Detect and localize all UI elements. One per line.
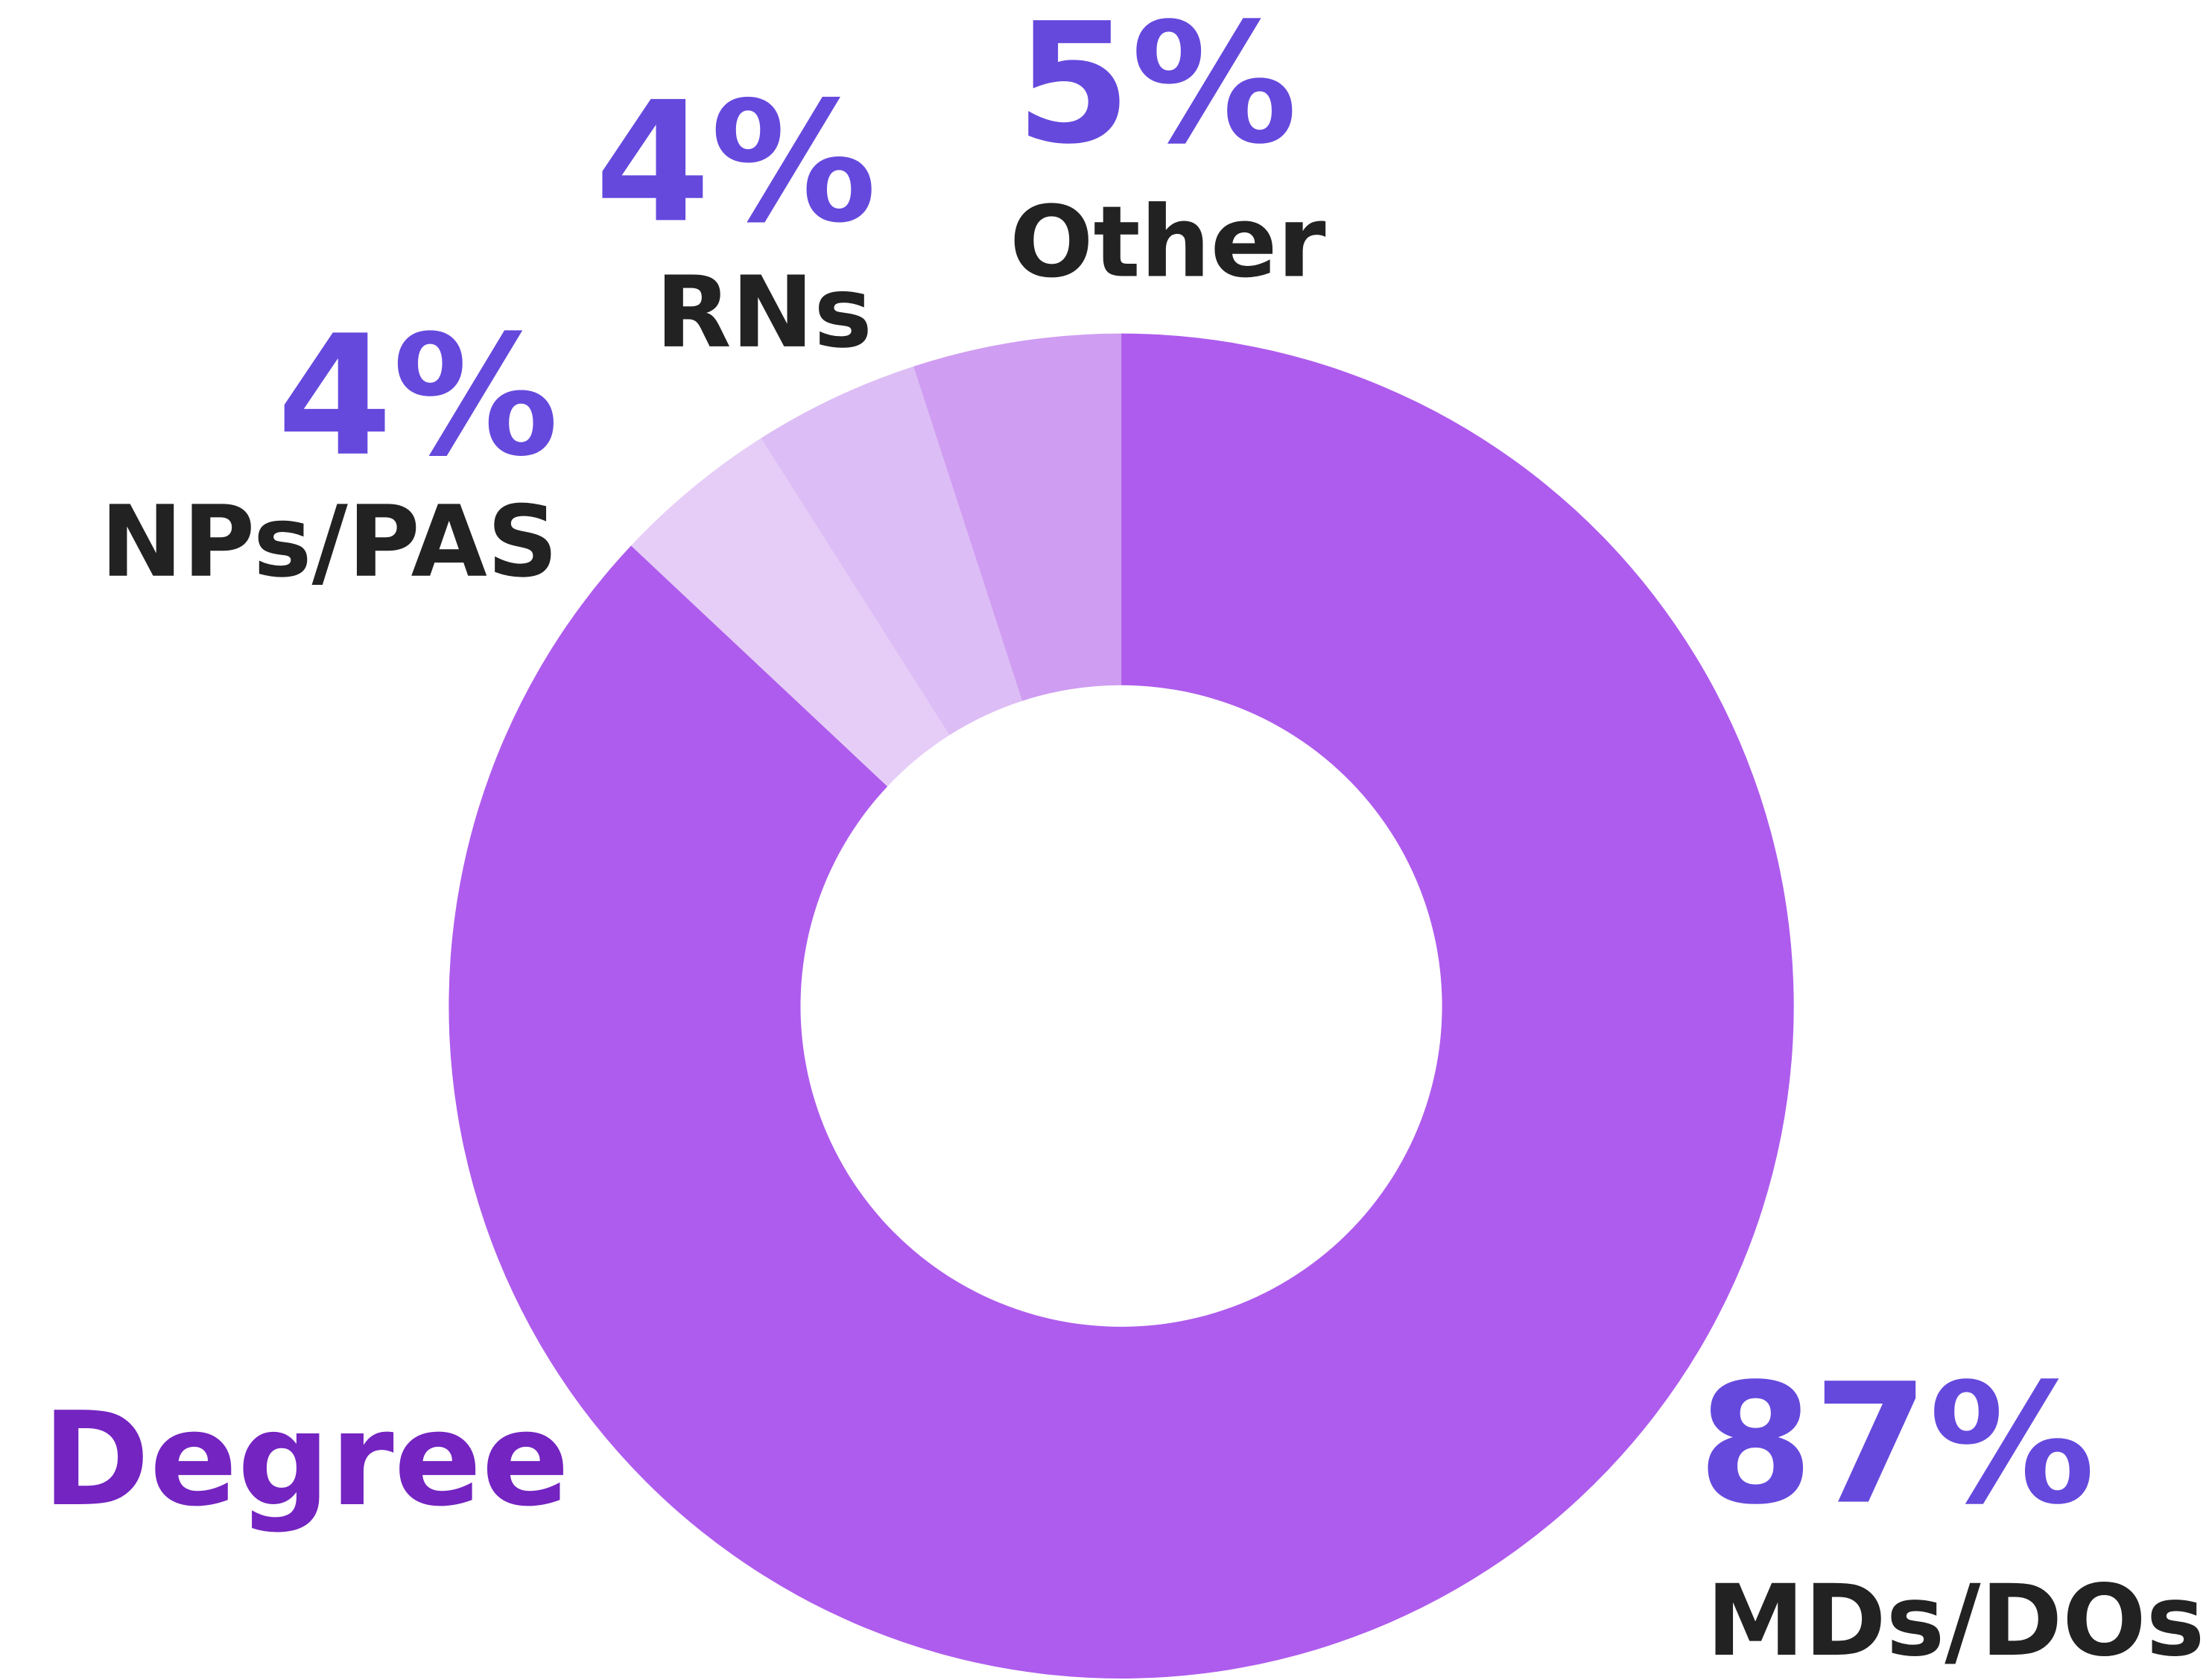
value-label: 4% <box>595 66 876 259</box>
value-label: 4% <box>277 299 559 493</box>
donut-segment <box>449 333 1794 1679</box>
donut-segment <box>631 438 950 787</box>
category-label: RNs <box>656 256 872 370</box>
category-label: MDs/DOs <box>1706 1564 2205 1679</box>
donut-segment <box>761 366 1023 735</box>
chart-title: Degree <box>42 1384 570 1535</box>
category-label: Other <box>1010 185 1325 299</box>
value-label: 87% <box>1698 1348 2095 1541</box>
category-label: NPs/PAS <box>101 485 558 600</box>
value-label: 5% <box>1015 0 1297 181</box>
donut-segment <box>913 333 1122 701</box>
